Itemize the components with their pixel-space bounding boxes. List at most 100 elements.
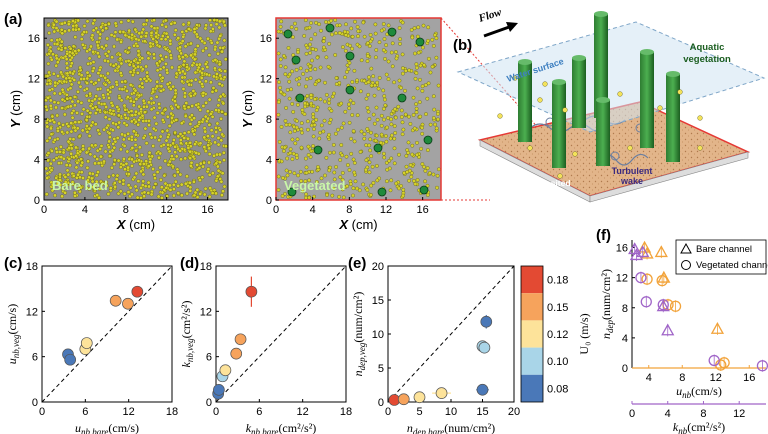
bare-ylabel: Y (cm) [8, 90, 23, 128]
veg-ytick-label: 4 [266, 155, 272, 167]
veg-xtick-label: 4 [310, 204, 316, 216]
colorbar-tick-label: 0.08 [547, 383, 568, 395]
chart-d: 0 6 12 18 0 6 12 18 knb,bare(cm²/s²) knb,veg(cm²/… [179, 261, 352, 434]
bare-xtick-label: 8 [123, 204, 129, 216]
veg-ylabel: Y (cm) [240, 90, 255, 128]
chart-e: 0 5 10 15 20 0 5 10 15 20 ndep,bare(num/cm²) ndep,v… [351, 261, 520, 434]
x-axis-label: unb,bare(cm/s) [75, 421, 139, 434]
colorbar-tick-label: 0.18 [547, 275, 568, 287]
vegetation-stem [325, 23, 335, 33]
data-point [219, 364, 232, 377]
deposited-particle-label-1: Deposited [529, 178, 570, 188]
data-point [80, 337, 93, 349]
data-point [234, 333, 247, 346]
legend-circle [681, 260, 691, 270]
data-point [413, 391, 426, 404]
bare-bed-axes: 00 4 4 8 8 12 12 16 16 X (cm) Y (cm) [8, 33, 214, 232]
vegetation-stem [423, 135, 433, 145]
ytick-label: 15 [372, 295, 384, 307]
bare-xtick-label: 4 [82, 204, 88, 216]
xtick-label: 18 [166, 406, 178, 418]
ytick-label: 10 [372, 329, 384, 341]
legend-vegetated-channel: Vegetated channel [696, 260, 768, 271]
y-axis-label: unb,veg(cm/s) [5, 304, 21, 364]
data-point [213, 384, 225, 396]
data-point [122, 297, 134, 310]
ytick-label: 0 [622, 363, 628, 375]
ytick-label: 0 [206, 397, 212, 409]
bare-bed-caption: Bare bed [52, 178, 108, 193]
data-point [230, 347, 243, 360]
ytick-label: 12 [616, 273, 628, 285]
turbulent-wake-label-1: Turbulent [612, 166, 653, 176]
k-axis-label: knb(cm²/s²) [673, 420, 725, 434]
bare-ytick-label: 0 [34, 195, 40, 207]
vegetated-axes: 00 4 4 8 8 12 12 16 16 X (cm) Y (cm) [240, 33, 429, 232]
colorbar-frame [520, 265, 544, 403]
data-point [478, 341, 491, 354]
data-point [131, 285, 144, 298]
colorbar-segment [521, 374, 543, 402]
vegetation-stem [419, 185, 429, 195]
u-axis-tick-label: 8 [679, 372, 685, 384]
colorbar-segment [521, 320, 543, 348]
xtick-label: 6 [82, 406, 88, 418]
panel-c-label: (c) [4, 255, 22, 272]
veg-xtick-label: 0 [273, 204, 279, 216]
ytick-label: 6 [206, 352, 212, 364]
veg-xlabel: X (cm) [338, 217, 377, 232]
panel-b-label: (b) [453, 37, 472, 54]
u-axis-tick-label: 4 [646, 372, 652, 384]
data-point [245, 285, 258, 298]
colorbar-segment [521, 266, 543, 294]
legend-frame [675, 239, 767, 275]
bare-xlabel: X (cm) [116, 217, 155, 232]
colorbar-segment [521, 293, 543, 321]
xtick-label: 0 [39, 406, 45, 418]
data-point [397, 393, 410, 406]
vegetation-stem [313, 145, 323, 155]
xtick-label: 0 [213, 406, 219, 418]
y-axis-label: ndep,veg(num/cm²) [351, 292, 367, 377]
flow-label: Flow [476, 6, 503, 25]
xtick-label: 0 [385, 406, 391, 418]
panel-f-label: (f) [596, 227, 611, 244]
xtick-label: 10 [445, 406, 457, 418]
x-axis-label: ndep,bare(num/cm²) [407, 421, 495, 434]
ytick-label: 5 [378, 363, 384, 375]
y-axis-label: knb,veg(cm²/s²) [179, 301, 195, 368]
xtick-label: 15 [476, 406, 488, 418]
one-to-one-line [41, 265, 173, 403]
ytick-label: 18 [200, 261, 212, 273]
data-point [64, 353, 77, 366]
ytick-label: 20 [372, 261, 384, 273]
one-to-one-line [387, 265, 515, 403]
veg-xtick-label: 12 [380, 204, 392, 216]
vegetation-schematic: Flow Water surface Aquatic vegetation Tu… [456, 6, 766, 203]
xtick-label: 12 [297, 406, 309, 418]
bare-xtick-label: 16 [201, 204, 213, 216]
ytick-label: 18 [26, 261, 38, 273]
veg-ytick-label: 12 [260, 74, 272, 86]
veg-ytick-label: 0 [266, 195, 272, 207]
k-axis-tick-label: 0 [629, 408, 635, 420]
plot-frame [215, 265, 347, 403]
bare-xtick-label: 12 [161, 204, 173, 216]
x-axis-label: knb,bare(cm²/s²) [246, 421, 317, 434]
aquatic-vegetation-label-1: Aquatic [690, 42, 725, 53]
vegetation-stem [295, 93, 305, 103]
deposited-particle-label-2: particle [535, 188, 566, 198]
ytick-label: 16 [616, 243, 628, 255]
chart-f-legend: Bare channel Vegetated channel [675, 239, 768, 275]
veg-ytick-label: 8 [266, 114, 272, 126]
aquatic-vegetation-label-2: vegetation [683, 54, 731, 65]
data-point [435, 387, 448, 400]
chart-c: 0 6 12 18 0 6 12 18 unb,bare(cm/s) unb,veg(cm/s) [5, 261, 178, 434]
bare-bed-map: Bare bed [43, 17, 229, 201]
ytick-label: 0 [32, 397, 38, 409]
ytick-label: 6 [32, 352, 38, 364]
chart-f: 0 4 8 12 16 ndep(num/cm²) 4 8 12 16 unb(cm/s) 0 4 8 12… [599, 239, 768, 434]
ytick-label: 0 [378, 397, 384, 409]
vegetation-stem [377, 187, 387, 197]
